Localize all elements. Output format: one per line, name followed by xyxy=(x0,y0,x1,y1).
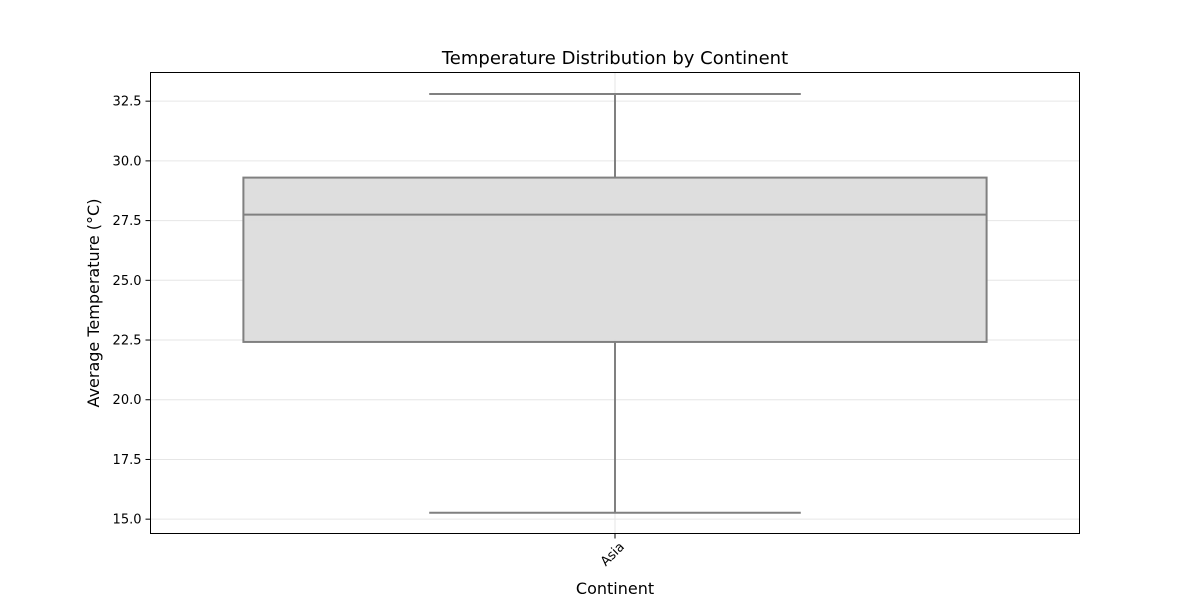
y-tick-label: 30.0 xyxy=(113,154,142,169)
y-tick-label: 20.0 xyxy=(113,393,142,408)
y-tick-label: 25.0 xyxy=(113,274,142,289)
iqr-box xyxy=(242,176,988,343)
y-tick-label: 32.5 xyxy=(113,95,142,110)
y-tick-label: 22.5 xyxy=(113,334,142,349)
chart-title: Temperature Distribution by Continent xyxy=(441,48,788,69)
y-tick-label: 27.5 xyxy=(113,214,142,229)
y-tick-label: 17.5 xyxy=(113,453,142,468)
x-tick-label: Asia xyxy=(598,540,628,570)
y-axis-label: Average Temperature (°C) xyxy=(84,199,103,408)
x-axis-label: Continent xyxy=(576,579,654,598)
y-tick-label: 15.0 xyxy=(113,513,142,528)
plot-area: 15.0 17.5 20.0 22.5 25.0 27.5 30.0 32.5 Asia xyxy=(113,72,1080,570)
